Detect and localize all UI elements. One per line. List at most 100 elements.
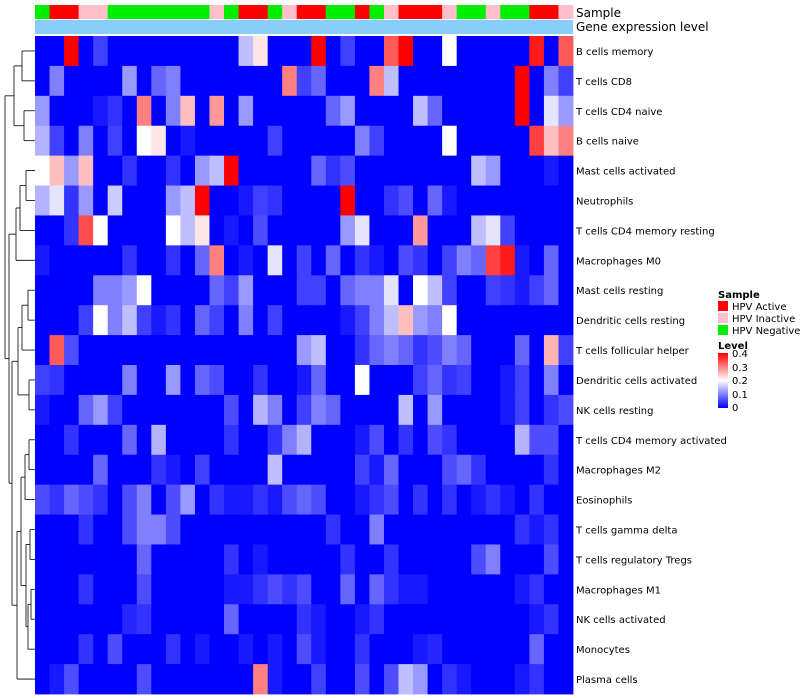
heatmap-cell <box>529 574 545 605</box>
heatmap-cell <box>180 215 196 246</box>
heatmap-cell <box>107 424 123 456</box>
heatmap-cell <box>543 125 559 157</box>
heatmap-cell <box>136 155 152 186</box>
heatmap-cell <box>514 65 530 97</box>
heatmap-cell <box>93 215 109 246</box>
sample-annotation-cell <box>78 5 94 19</box>
heatmap-cell <box>325 245 341 276</box>
heatmap-cell <box>514 604 530 635</box>
heatmap-cell <box>165 125 181 157</box>
heatmap-cell <box>194 215 210 246</box>
heatmap-cell <box>107 604 123 635</box>
heatmap-cell <box>180 664 196 695</box>
heatmap-cell <box>456 125 472 157</box>
heatmap-cell <box>209 424 225 456</box>
heatmap-cell <box>238 215 254 246</box>
heatmap-cell <box>485 454 501 486</box>
heatmap-cell <box>267 424 283 456</box>
heatmap-cell <box>35 275 50 306</box>
heatmap-cell <box>151 125 167 157</box>
heatmap-cell <box>354 305 370 336</box>
heatmap-cell <box>471 604 487 635</box>
heatmap-cell <box>529 424 545 456</box>
sample-annotation-cell <box>427 5 443 19</box>
heatmap-cell <box>398 335 414 366</box>
heatmap-cell <box>35 335 50 366</box>
legend-level-colorbar <box>718 353 728 408</box>
heatmap-cell <box>267 95 283 127</box>
row-label: NK cells resting <box>576 406 653 417</box>
heatmap-cell <box>427 305 443 336</box>
heatmap-cell <box>224 65 239 97</box>
heatmap-cell <box>49 185 65 216</box>
heatmap-cell <box>194 95 210 127</box>
heatmap-cell <box>224 185 239 216</box>
heatmap-cell <box>78 544 94 575</box>
heatmap-cell <box>471 215 487 246</box>
heatmap-cell <box>442 424 458 456</box>
heatmap-cell <box>369 634 385 665</box>
heatmap-cell <box>238 365 254 396</box>
heatmap-cell <box>238 65 254 97</box>
heatmap-cell <box>514 335 530 366</box>
heatmap-cell <box>442 664 458 695</box>
heatmap-cell <box>93 185 109 216</box>
heatmap-cell <box>543 185 559 216</box>
heatmap-cell <box>325 36 341 67</box>
heatmap-cell <box>369 574 385 605</box>
heatmap-cell <box>413 514 428 545</box>
heatmap-cell <box>311 275 327 306</box>
heatmap-cell <box>413 484 428 515</box>
heatmap-cell <box>398 95 414 127</box>
heatmap-cell <box>442 394 458 426</box>
heatmap-cell <box>514 365 530 396</box>
heatmap-cell <box>369 155 385 186</box>
heatmap-cell <box>282 424 298 456</box>
heatmap-cell <box>514 185 530 216</box>
heatmap-cell <box>442 574 458 605</box>
heatmap-cell <box>529 664 545 695</box>
heatmap-cell <box>49 544 65 575</box>
heatmap-cell <box>180 454 196 486</box>
heatmap-cell <box>180 604 196 635</box>
heatmap-cell <box>107 544 123 575</box>
heatmap-cell <box>151 275 167 306</box>
heatmap-cell <box>456 514 472 545</box>
heatmap-cell <box>529 454 545 486</box>
heatmap-cell <box>543 95 559 127</box>
heatmap-cell <box>500 185 516 216</box>
heatmap-cell <box>543 664 559 695</box>
heatmap-cell <box>354 95 370 127</box>
heatmap-cell <box>282 155 298 186</box>
heatmap-cell <box>49 454 65 486</box>
heatmap-cell <box>514 95 530 127</box>
heatmap-cell <box>209 574 225 605</box>
sample-annotation-cell <box>253 5 269 19</box>
heatmap-cell <box>354 215 370 246</box>
heatmap-cell <box>514 634 530 665</box>
heatmap-cell <box>78 634 94 665</box>
heatmap-cell <box>64 275 80 306</box>
heatmap-cell <box>253 484 269 515</box>
heatmap-cell <box>514 305 530 336</box>
heatmap-cell <box>180 245 196 276</box>
heatmap-cell <box>151 215 167 246</box>
heatmap-cell <box>413 95 428 127</box>
heatmap-cell <box>340 544 356 575</box>
heatmap-cell <box>209 365 225 396</box>
heatmap-cell <box>224 335 239 366</box>
heatmap-cell <box>471 65 487 97</box>
heatmap-cell <box>194 394 210 426</box>
heatmap-cell <box>500 454 516 486</box>
heatmap-cell <box>238 125 254 157</box>
heatmap-cell <box>471 454 487 486</box>
heatmap-cell <box>529 634 545 665</box>
heatmap-cell <box>122 664 138 695</box>
heatmap-cell <box>369 394 385 426</box>
sample-annotation-bar <box>35 5 574 19</box>
heatmap-cell <box>413 574 428 605</box>
heatmap-cell <box>514 574 530 605</box>
heatmap-cell <box>296 454 312 486</box>
sample-annotation-cell <box>107 5 123 19</box>
heatmap-cell <box>238 514 254 545</box>
